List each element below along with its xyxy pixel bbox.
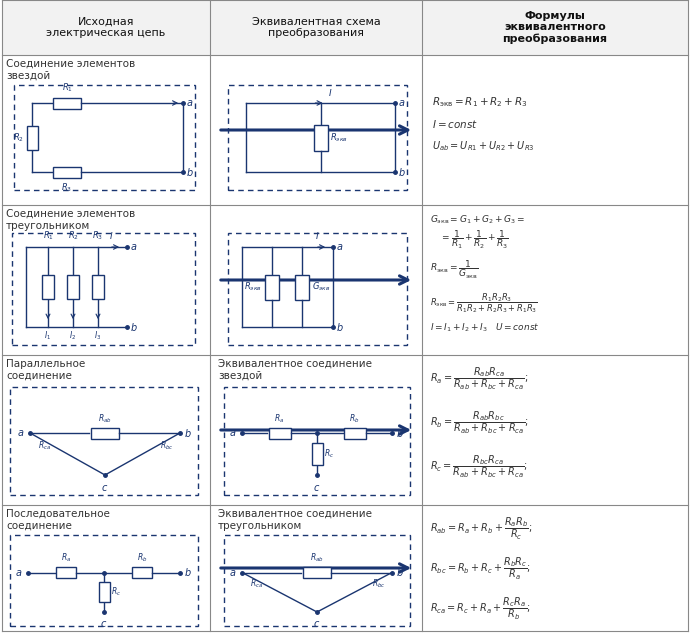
Text: Соединение элементов
треугольником: Соединение элементов треугольником	[6, 209, 135, 230]
Bar	[14, 85, 195, 190]
Text: $R_{bc} = R_b + R_c + \dfrac{R_b R_c}{R_a}$;: $R_{bc} = R_b + R_c + \dfrac{R_b R_c}{R_…	[430, 555, 531, 582]
Text: $I_3$: $I_3$	[95, 330, 101, 342]
Bar	[26, 125, 37, 149]
Text: Последовательное
соединение: Последовательное соединение	[6, 509, 110, 530]
Text: Формулы
эквивалентного
преобразования: Формулы эквивалентного преобразования	[502, 11, 607, 44]
Bar	[2, 0, 688, 55]
Text: $a$: $a$	[336, 242, 344, 252]
Text: $U_{ab} = U_{R1} + U_{R2} + U_{R3}$: $U_{ab} = U_{R1} + U_{R2} + U_{R3}$	[432, 139, 535, 153]
Bar	[228, 85, 407, 190]
Text: $R_b$: $R_b$	[349, 413, 359, 425]
Text: $R_a$: $R_a$	[61, 552, 71, 565]
Text: $I$: $I$	[328, 87, 333, 98]
Text: $a$: $a$	[398, 98, 405, 108]
Text: $b$: $b$	[398, 166, 406, 178]
Text: $R_{экв}$: $R_{экв}$	[244, 281, 262, 293]
Bar	[92, 275, 104, 299]
Bar	[42, 275, 54, 299]
Text: $R_2$: $R_2$	[68, 230, 79, 242]
Text: $a$: $a$	[14, 568, 22, 577]
Text: Исходная
электрическая цепь: Исходная электрическая цепь	[46, 16, 166, 39]
Bar	[12, 233, 195, 345]
Text: $b$: $b$	[336, 321, 344, 333]
Bar	[303, 567, 331, 578]
Text: $a$: $a$	[186, 98, 193, 108]
Text: $R_3$: $R_3$	[61, 181, 72, 194]
Text: $R_2$: $R_2$	[13, 131, 24, 144]
Bar	[132, 567, 152, 578]
Text: $I = const$: $I = const$	[432, 118, 478, 130]
Text: $c$: $c$	[101, 483, 108, 493]
Text: $R_{ca}$: $R_{ca}$	[250, 578, 263, 590]
Bar	[224, 387, 410, 495]
Text: $c$: $c$	[313, 483, 321, 493]
Text: $a$: $a$	[130, 242, 137, 252]
Bar	[53, 166, 81, 177]
Text: $b$: $b$	[184, 567, 192, 579]
Text: $G_{экв}$: $G_{экв}$	[312, 281, 331, 293]
Text: $b$: $b$	[396, 427, 404, 439]
Text: $R_{ca}$: $R_{ca}$	[38, 439, 51, 452]
Bar	[228, 233, 407, 345]
Text: $a$: $a$	[17, 428, 24, 438]
Text: $R_{bc}$: $R_{bc}$	[373, 578, 386, 590]
Text: $a$: $a$	[228, 568, 236, 577]
Text: $c$: $c$	[313, 619, 321, 629]
Text: Эквивалентная схема
преобразования: Эквивалентная схема преобразования	[252, 16, 380, 39]
Text: $b$: $b$	[184, 427, 192, 439]
Bar	[10, 387, 198, 495]
Text: $I$: $I$	[315, 230, 319, 241]
Text: $b$: $b$	[396, 567, 404, 579]
Text: $R_b = \dfrac{R_{ab} R_{bc}}{R_{ab} + R_{bc} + R_{ca}}$;: $R_b = \dfrac{R_{ab} R_{bc}}{R_{ab} + R_…	[430, 409, 529, 436]
Text: $R_{ab} = R_a + R_b + \dfrac{R_a R_b}{R_c}$;: $R_{ab} = R_a + R_b + \dfrac{R_a R_b}{R_…	[430, 515, 532, 542]
Text: $R_{bc}$: $R_{bc}$	[161, 439, 174, 452]
Bar	[268, 427, 290, 439]
Text: $R_c$: $R_c$	[324, 448, 334, 460]
Text: Эквивалентное соединение
треугольником: Эквивалентное соединение треугольником	[218, 509, 372, 530]
Text: $R_{ab}$: $R_{ab}$	[98, 413, 112, 425]
Text: $R_a$: $R_a$	[275, 413, 284, 425]
Text: $R_1$: $R_1$	[43, 230, 53, 242]
Text: $I_1$: $I_1$	[44, 330, 52, 342]
Bar	[265, 275, 279, 299]
Text: $I_2$: $I_2$	[70, 330, 77, 342]
Bar	[99, 582, 110, 602]
Text: Соединение элементов
звездой: Соединение элементов звездой	[6, 59, 135, 80]
Bar	[295, 275, 309, 299]
Bar	[56, 567, 76, 578]
Text: $R_1$: $R_1$	[61, 82, 72, 94]
Text: $R_c = \dfrac{R_{bc} R_{ca}}{R_{ab} + R_{bc} + R_{ca}}$;: $R_c = \dfrac{R_{bc} R_{ca}}{R_{ab} + R_…	[430, 453, 528, 480]
Text: $I$: $I$	[109, 230, 113, 241]
Text: $b$: $b$	[186, 166, 194, 178]
Text: $R_{\rm экв} = R_1 + R_2 + R_3$: $R_{\rm экв} = R_1 + R_2 + R_3$	[432, 95, 528, 109]
Text: $c$: $c$	[100, 619, 108, 629]
Bar	[67, 275, 79, 299]
Text: $R_3$: $R_3$	[92, 230, 104, 242]
Bar	[313, 125, 328, 151]
Bar	[224, 535, 410, 626]
Text: $R_b$: $R_b$	[137, 552, 147, 565]
Text: $R_c$: $R_c$	[111, 586, 121, 598]
Text: $G_{\rm экв} = G_1 + G_2 + G_3 =$: $G_{\rm экв} = G_1 + G_2 + G_3 =$	[430, 213, 525, 225]
Text: Параллельное
соединение: Параллельное соединение	[6, 359, 86, 380]
Bar	[10, 535, 198, 626]
Text: $b$: $b$	[130, 321, 138, 333]
Bar	[344, 427, 366, 439]
Bar	[53, 97, 81, 108]
Text: $= \dfrac{1}{R_1} + \dfrac{1}{R_2} + \dfrac{1}{R_3}$: $= \dfrac{1}{R_1} + \dfrac{1}{R_2} + \df…	[440, 229, 509, 251]
Bar	[91, 427, 119, 439]
Text: $R_a = \dfrac{R_{ab} R_{ca}}{R_{ab} + R_{bc} + R_{ca}}$;: $R_a = \dfrac{R_{ab} R_{ca}}{R_{ab} + R_…	[430, 365, 529, 392]
Text: Эквивалентное соединение
звездой: Эквивалентное соединение звездой	[218, 359, 372, 380]
Text: $R_{\rm экв} = \dfrac{R_1 R_2 R_3}{R_1 R_2 + R_2 R_3 + R_1 R_3}$: $R_{\rm экв} = \dfrac{R_1 R_2 R_3}{R_1 R…	[430, 291, 538, 315]
Text: $R_{\rm экв} = \dfrac{1}{G_{\rm экв}}$: $R_{\rm экв} = \dfrac{1}{G_{\rm экв}}$	[430, 259, 479, 281]
Text: $R_{ab}$: $R_{ab}$	[310, 552, 324, 565]
Text: $R_{экв}$: $R_{экв}$	[330, 131, 347, 144]
Text: $I = I_1 + I_2 + I_3 \quad U = const$: $I = I_1 + I_2 + I_3 \quad U = const$	[430, 321, 540, 334]
Text: $a$: $a$	[228, 428, 236, 438]
Bar	[311, 443, 322, 465]
Text: $R_{ca} = R_c + R_a + \dfrac{R_c R_a}{R_b}$;: $R_{ca} = R_c + R_a + \dfrac{R_c R_a}{R_…	[430, 595, 531, 622]
